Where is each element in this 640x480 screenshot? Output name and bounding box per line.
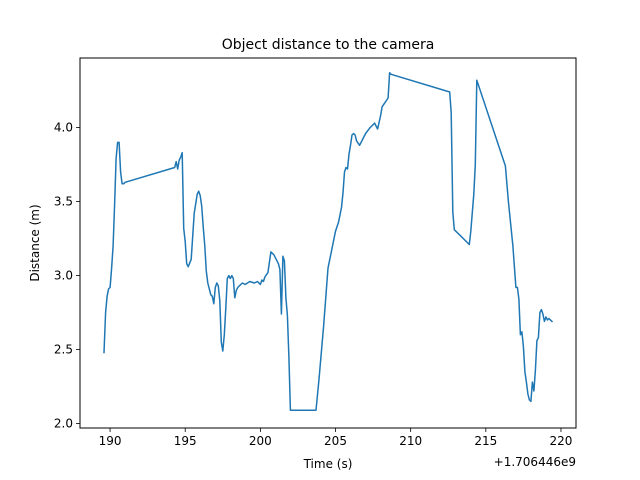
y-axis-ticks: 2.0 2.5 3.0 3.5 4.0: [54, 121, 80, 431]
y-tick-label: 3.0: [54, 269, 73, 283]
x-tick-label: 190: [99, 434, 122, 448]
x-axis-ticks: 190 195 200 205 210 215 220: [99, 428, 573, 448]
x-tick-label: 210: [399, 434, 422, 448]
x-axis-label: Time (s): [303, 457, 353, 471]
y-axis-label: Distance (m): [28, 204, 42, 281]
x-tick-label: 215: [474, 434, 497, 448]
x-tick-label: 195: [174, 434, 197, 448]
y-tick-label: 2.5: [54, 343, 73, 357]
x-tick-label: 220: [550, 434, 573, 448]
x-axis-offset-label: +1.706446e9: [494, 455, 576, 469]
plot-area: [103, 72, 554, 411]
series-line-0: [103, 72, 554, 411]
x-tick-label: 200: [249, 434, 272, 448]
x-tick-label: 205: [324, 434, 347, 448]
axes-frame: [79, 57, 577, 429]
y-tick-label: 2.0: [54, 417, 73, 431]
y-tick-label: 4.0: [54, 121, 73, 135]
chart-title: Object distance to the camera: [222, 37, 435, 53]
y-tick-label: 3.5: [54, 195, 73, 209]
